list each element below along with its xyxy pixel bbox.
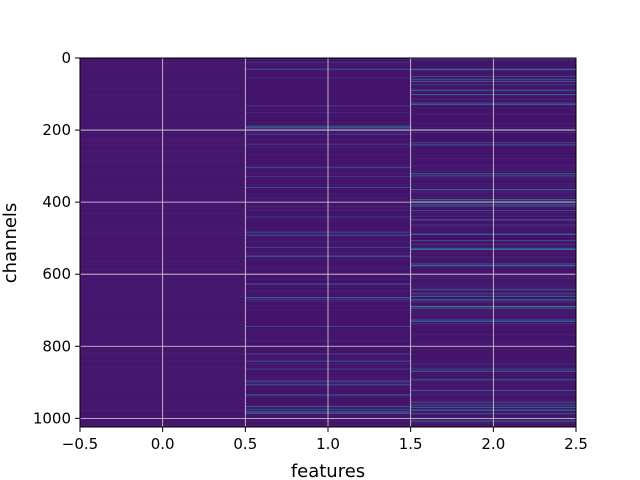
x-tick-label: 2.0 (481, 435, 505, 453)
y-tick-label: 400 (42, 193, 71, 211)
x-tick-label: 0.5 (233, 435, 257, 453)
x-axis-label: features (291, 461, 365, 480)
x-tick-label: 1.5 (399, 435, 423, 453)
y-tick-label: 200 (42, 121, 71, 139)
y-axis-ticks: 0 200 400 600 800 1000 (33, 49, 80, 427)
y-tick-label: 1000 (33, 409, 71, 427)
y-tick-label: 800 (42, 337, 71, 355)
y-axis-label: channels (0, 203, 21, 284)
x-tick-label: 2.5 (564, 435, 588, 453)
y-tick-label: 600 (42, 265, 71, 283)
y-tick-label: 0 (61, 49, 71, 67)
x-axis-ticks: −0.5 0.0 0.5 1.0 1.5 2.0 2.5 (62, 427, 588, 453)
x-tick-label: 0.0 (151, 435, 175, 453)
x-tick-label: −0.5 (62, 435, 98, 453)
x-tick-label: 1.0 (316, 435, 340, 453)
